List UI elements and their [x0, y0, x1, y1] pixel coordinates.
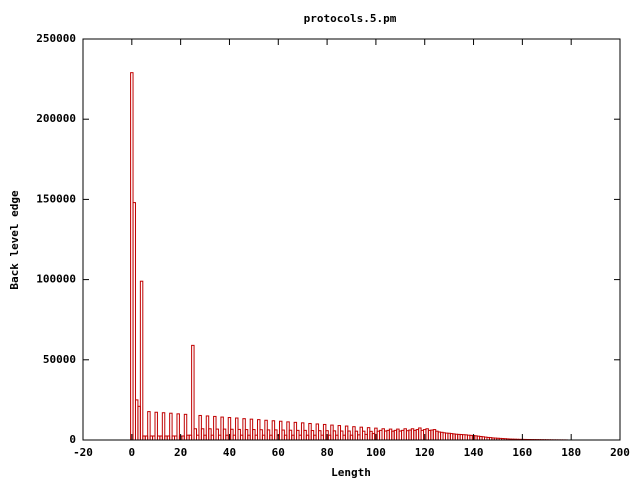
- bar: [139, 280, 144, 441]
- plot-frame: [82, 38, 621, 441]
- y-tick-label: 150000: [36, 192, 76, 205]
- y-tick-label: 50000: [43, 353, 76, 366]
- x-tick-label: 40: [223, 446, 236, 459]
- y-tick-label: 250000: [36, 32, 76, 45]
- x-tick-label: 200: [610, 446, 630, 459]
- x-tick-label: 20: [174, 446, 187, 459]
- x-tick-label: 140: [464, 446, 484, 459]
- y-tick-label: 0: [69, 433, 76, 446]
- y-tick-label: 200000: [36, 112, 76, 125]
- y-tick-label: 100000: [36, 273, 76, 286]
- x-axis-label: Length: [331, 466, 371, 479]
- x-tick-label: 120: [415, 446, 435, 459]
- x-tick-label: 60: [272, 446, 285, 459]
- bar: [191, 344, 195, 441]
- x-tick-label: 0: [129, 446, 136, 459]
- x-tick-label: 180: [561, 446, 581, 459]
- x-tick-label: 100: [366, 446, 386, 459]
- x-tick-label: 80: [320, 446, 333, 459]
- chart-title: protocols.5.pm: [304, 12, 397, 25]
- x-tick-label: -20: [73, 446, 93, 459]
- x-tick-label: 160: [512, 446, 532, 459]
- y-axis-label: Back level edge: [8, 190, 21, 290]
